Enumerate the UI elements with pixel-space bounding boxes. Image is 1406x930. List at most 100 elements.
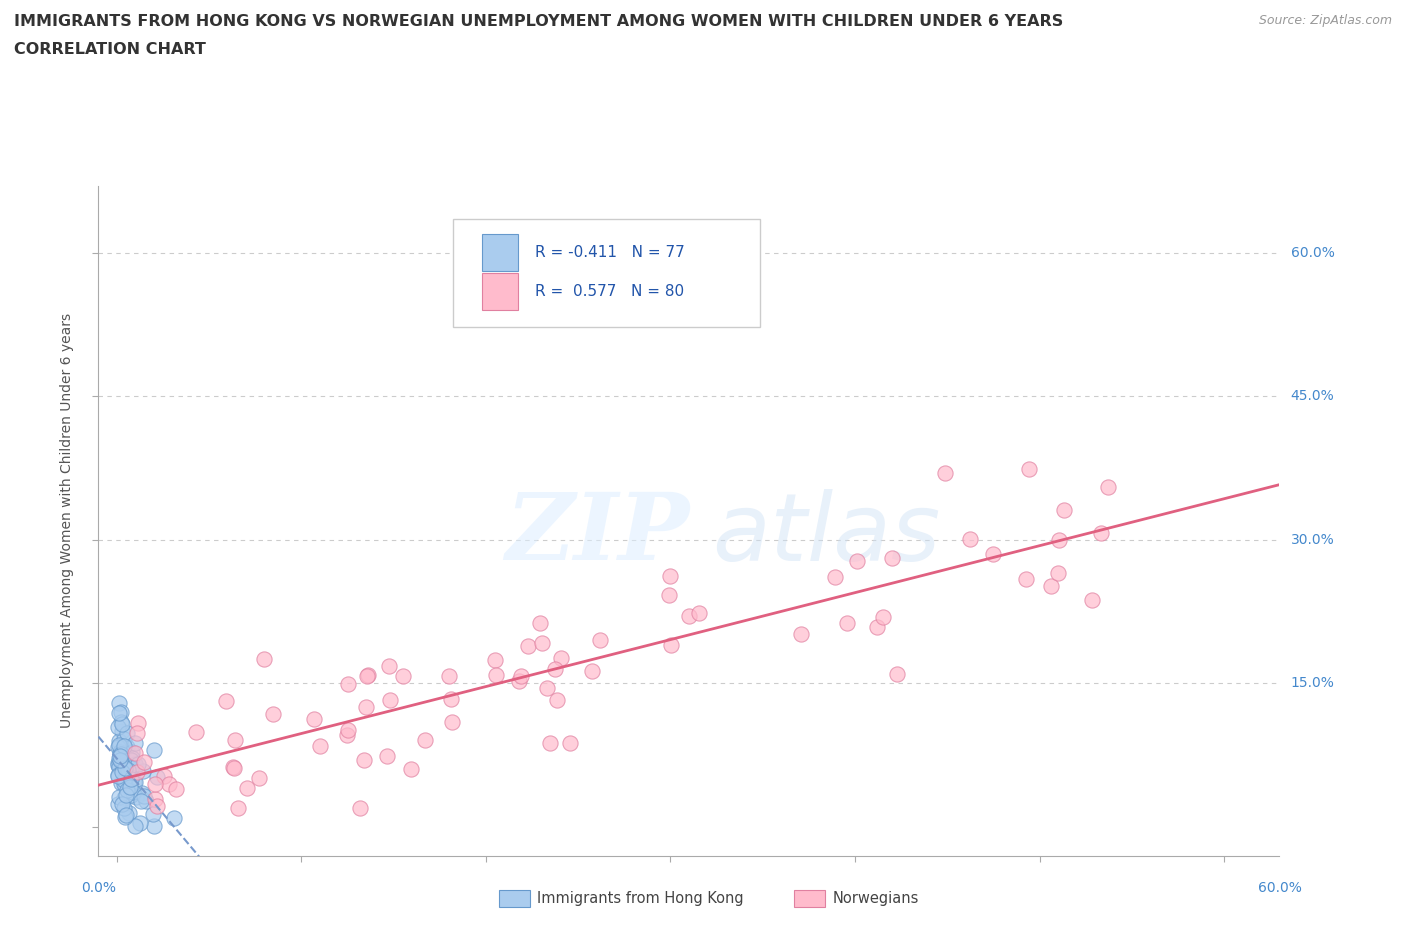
Point: [125, 725, 148, 740]
Point: [108, 706, 131, 721]
Point: [538, 736, 561, 751]
Point: [117, 775, 139, 790]
Point: [162, 811, 184, 826]
Point: [132, 764, 155, 778]
Point: [224, 733, 246, 748]
Point: [107, 768, 129, 783]
Point: [107, 739, 129, 754]
Point: [112, 772, 135, 787]
Point: [108, 760, 131, 775]
Point: [959, 532, 981, 547]
Point: [934, 465, 956, 480]
Point: [107, 796, 129, 811]
Point: [118, 759, 141, 774]
Point: [550, 650, 572, 665]
Point: [441, 714, 464, 729]
Point: [546, 692, 568, 707]
Point: [308, 738, 330, 753]
Point: [111, 796, 134, 811]
Point: [131, 785, 153, 800]
Point: [790, 626, 813, 641]
Point: [121, 751, 143, 765]
Text: 0.0%: 0.0%: [82, 881, 115, 895]
Point: [356, 669, 378, 684]
Point: [112, 801, 135, 816]
Point: [659, 568, 682, 583]
Point: [215, 693, 238, 708]
Bar: [482, 234, 517, 271]
Point: [114, 778, 136, 793]
Point: [880, 551, 903, 565]
Point: [127, 757, 149, 772]
Point: [1014, 572, 1036, 587]
Point: [110, 714, 132, 729]
Point: [108, 790, 131, 804]
Point: [380, 693, 402, 708]
Point: [1018, 462, 1040, 477]
Point: [114, 761, 136, 776]
Point: [263, 706, 285, 721]
Point: [349, 801, 371, 816]
Point: [375, 749, 398, 764]
Point: [125, 790, 148, 804]
Point: [112, 790, 135, 805]
Point: [688, 605, 710, 620]
Point: [112, 777, 135, 792]
Point: [253, 652, 276, 667]
Point: [115, 788, 138, 803]
Point: [337, 723, 360, 737]
Point: [530, 636, 553, 651]
Text: Source: ZipAtlas.com: Source: ZipAtlas.com: [1258, 14, 1392, 27]
Point: [146, 769, 169, 784]
Point: [247, 770, 270, 785]
Point: [120, 782, 142, 797]
Point: [1046, 565, 1069, 580]
Point: [872, 609, 894, 624]
Point: [117, 805, 139, 820]
Text: IMMIGRANTS FROM HONG KONG VS NORWEGIAN UNEMPLOYMENT AMONG WOMEN WITH CHILDREN UN: IMMIGRANTS FROM HONG KONG VS NORWEGIAN U…: [14, 14, 1063, 29]
Point: [108, 745, 131, 760]
Point: [536, 681, 558, 696]
Point: [226, 801, 249, 816]
Point: [121, 744, 143, 759]
Point: [357, 668, 380, 683]
Point: [108, 752, 131, 767]
Point: [1047, 533, 1070, 548]
Point: [108, 747, 131, 762]
Text: ZIP: ZIP: [505, 489, 689, 579]
Point: [127, 715, 149, 730]
Point: [529, 616, 551, 631]
Point: [1053, 502, 1076, 517]
Point: [134, 754, 156, 769]
Point: [135, 793, 157, 808]
Text: atlas: atlas: [713, 488, 941, 579]
Point: [110, 754, 132, 769]
Point: [184, 724, 207, 739]
Point: [146, 798, 169, 813]
Point: [1097, 479, 1119, 494]
Point: [886, 667, 908, 682]
Point: [122, 775, 145, 790]
Point: [115, 739, 138, 754]
Text: CORRELATION CHART: CORRELATION CHART: [14, 42, 205, 57]
Point: [120, 772, 142, 787]
Point: [1039, 578, 1062, 593]
Text: R = -0.411   N = 77: R = -0.411 N = 77: [536, 246, 685, 260]
Point: [107, 734, 129, 749]
Point: [485, 668, 508, 683]
Point: [120, 788, 142, 803]
Text: 45.0%: 45.0%: [1291, 390, 1334, 404]
Point: [110, 705, 132, 720]
Point: [581, 664, 603, 679]
Point: [124, 736, 146, 751]
Point: [1081, 592, 1104, 607]
Point: [142, 807, 165, 822]
Point: [118, 779, 141, 794]
Point: [124, 757, 146, 772]
Point: [678, 608, 700, 623]
Point: [108, 749, 131, 764]
Point: [122, 785, 145, 800]
Point: [845, 553, 868, 568]
Point: [142, 743, 165, 758]
Point: [399, 762, 422, 777]
